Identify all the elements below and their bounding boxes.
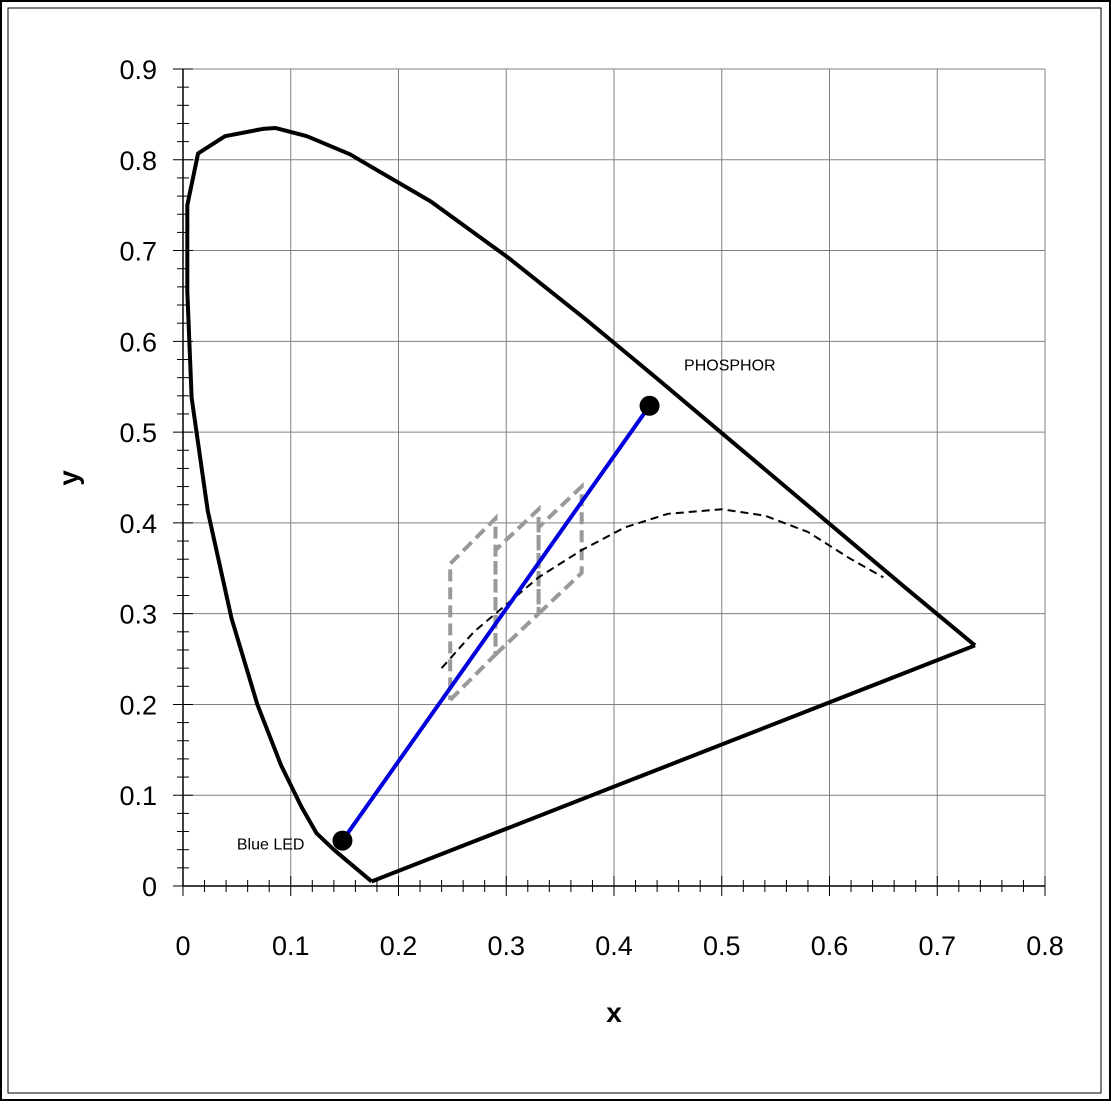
- x-tick-label: 0.3: [487, 931, 525, 961]
- y-tick-label: 0.2: [119, 690, 157, 720]
- y-tick-label: 0: [142, 872, 157, 902]
- y-tick-label: 0.9: [119, 55, 157, 85]
- y-tick-label: 0.5: [119, 418, 157, 448]
- data-point: [332, 830, 353, 851]
- x-tick-label: 0.7: [918, 931, 956, 961]
- y-tick-label: 0.4: [119, 509, 157, 539]
- spectral-locus: [185, 126, 977, 883]
- annotation-label: Blue LED: [237, 837, 305, 854]
- annotations: Blue LED PHOSPHOR: [237, 357, 776, 853]
- line-of-purples: [370, 643, 976, 884]
- mixing-line: [340, 404, 652, 842]
- x-tick-label: 0: [175, 931, 190, 961]
- y-tick-label: 0.1: [119, 781, 157, 811]
- x-axis-label: x: [606, 997, 622, 1028]
- blackbody-locus: [440, 508, 884, 669]
- annotation-label: PHOSPHOR: [684, 357, 776, 374]
- y-tick-label: 0.8: [119, 146, 157, 176]
- x-tick-label: 0.6: [811, 931, 849, 961]
- data-point: [639, 395, 660, 416]
- grid: [173, 68, 1046, 896]
- x-tick-label: 0.8: [1026, 931, 1064, 961]
- x-tick-label: 0.2: [380, 931, 418, 961]
- color-bin: [536, 481, 584, 616]
- x-tick-label: 0.5: [703, 931, 741, 961]
- color-bin: [448, 513, 498, 702]
- y-axis-label: y: [53, 470, 84, 486]
- plot-area: [185, 126, 977, 884]
- y-tick-label: 0.6: [119, 327, 157, 357]
- x-tick-label: 0.4: [595, 931, 633, 961]
- tick-labels: 0 0.1 0.2 0.3 0.4 0.5 0.6 0.7 0.8 0 0.1 0.2 0.3 0.4 0.…: [119, 55, 1063, 961]
- y-tick-label: 0.3: [119, 600, 157, 630]
- color-bin: [493, 504, 541, 656]
- y-tick-label: 0.7: [119, 237, 157, 267]
- x-tick-label: 0.1: [272, 931, 310, 961]
